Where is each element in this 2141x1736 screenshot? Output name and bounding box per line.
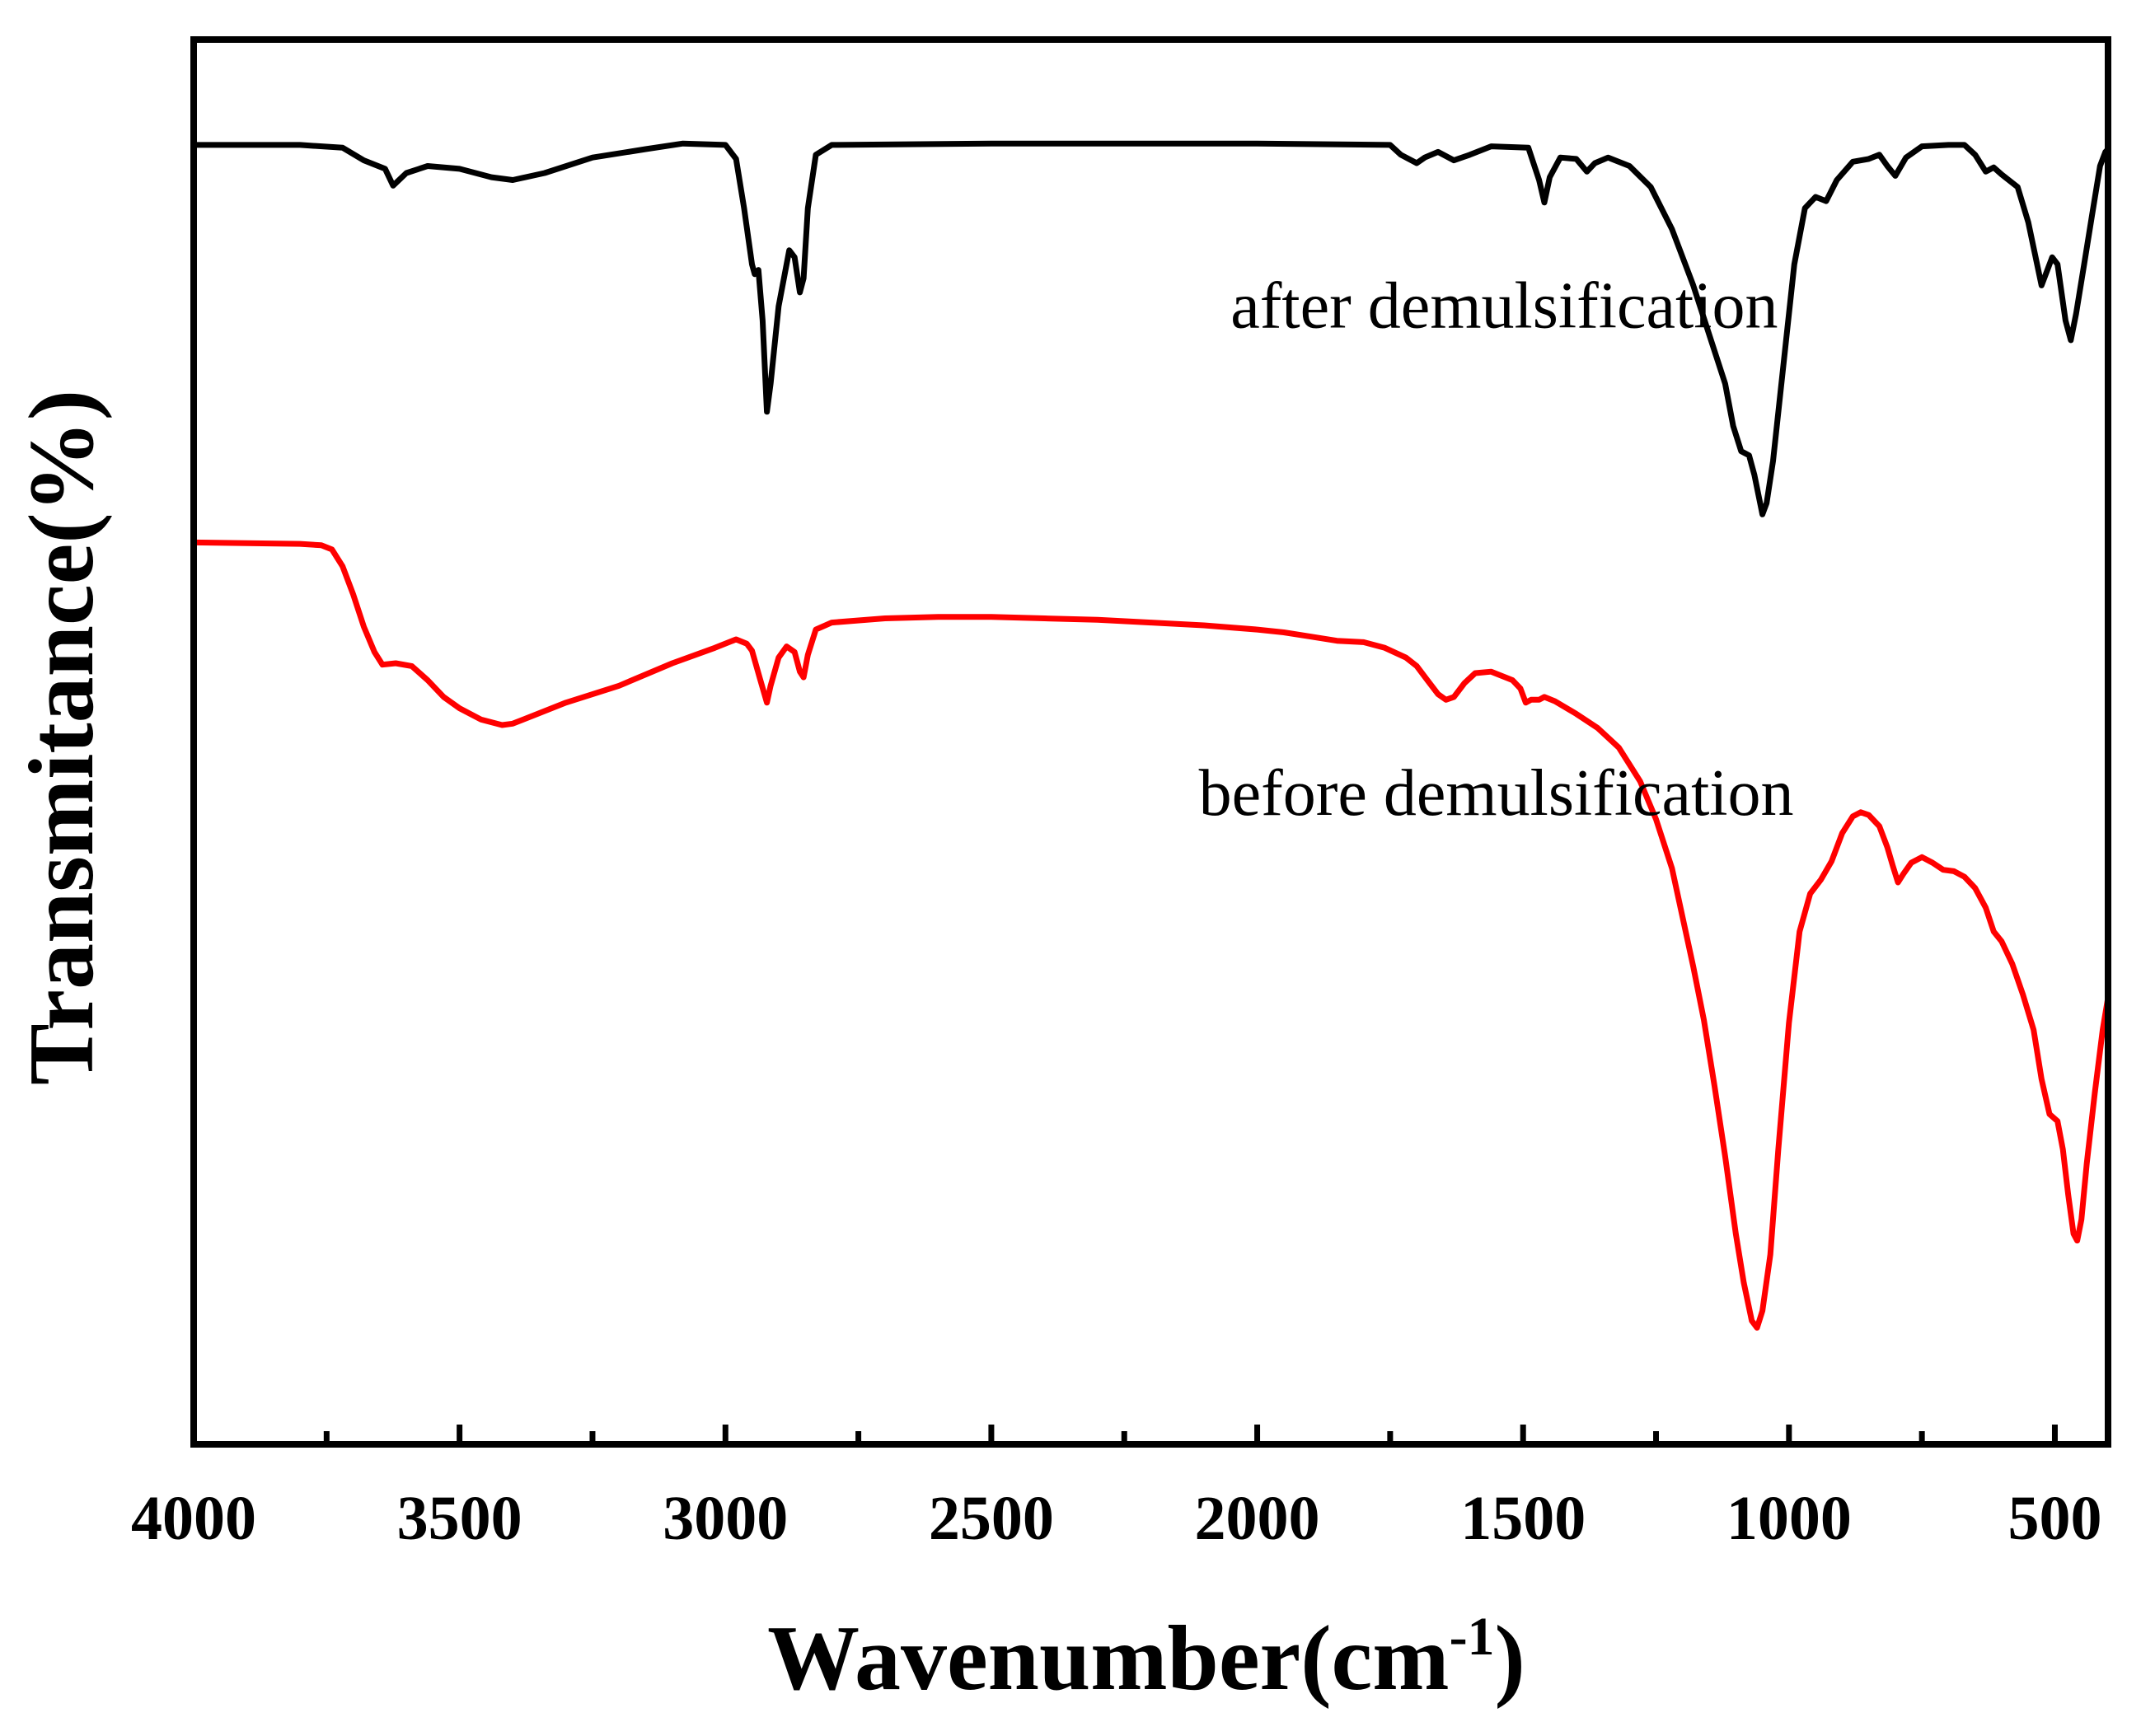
- x-tick-label: 3000: [663, 1484, 788, 1553]
- x-tick-label: 2000: [1195, 1484, 1320, 1553]
- annotation-after-demulsification: after demulsification: [1230, 270, 1778, 343]
- x-tick-label: 4000: [131, 1484, 256, 1553]
- series-line-after-demulsification: [194, 140, 2111, 517]
- y-axis-title: Transmitance(%): [11, 390, 113, 1085]
- x-axis-tick-labels: 4000 3500 3000 2500 2000 1500 1000 500: [131, 1484, 2101, 1553]
- annotation-before-demulsification: before demulsification: [1199, 757, 1794, 830]
- x-axis-title-close: ): [1495, 1607, 1525, 1710]
- x-tick-label: 1500: [1460, 1484, 1586, 1553]
- x-tick-label: 2500: [929, 1484, 1054, 1553]
- x-axis-title-main: Wavenumber(cm: [767, 1607, 1449, 1710]
- x-tick-label: 1000: [1726, 1484, 1852, 1553]
- series-annotations: after demulsification before demulsificat…: [1199, 270, 1794, 831]
- plot-frame: [190, 36, 2111, 1448]
- x-tick-label: 3500: [397, 1484, 522, 1553]
- x-axis-title-superscript: -1: [1450, 1607, 1495, 1667]
- series-line-before-demulsification: [193, 539, 2111, 1331]
- x-axis-title: Wavenumber(cm-1): [767, 1607, 1525, 1710]
- plot-lines: [193, 140, 2111, 1331]
- x-tick-label: 500: [2007, 1484, 2101, 1553]
